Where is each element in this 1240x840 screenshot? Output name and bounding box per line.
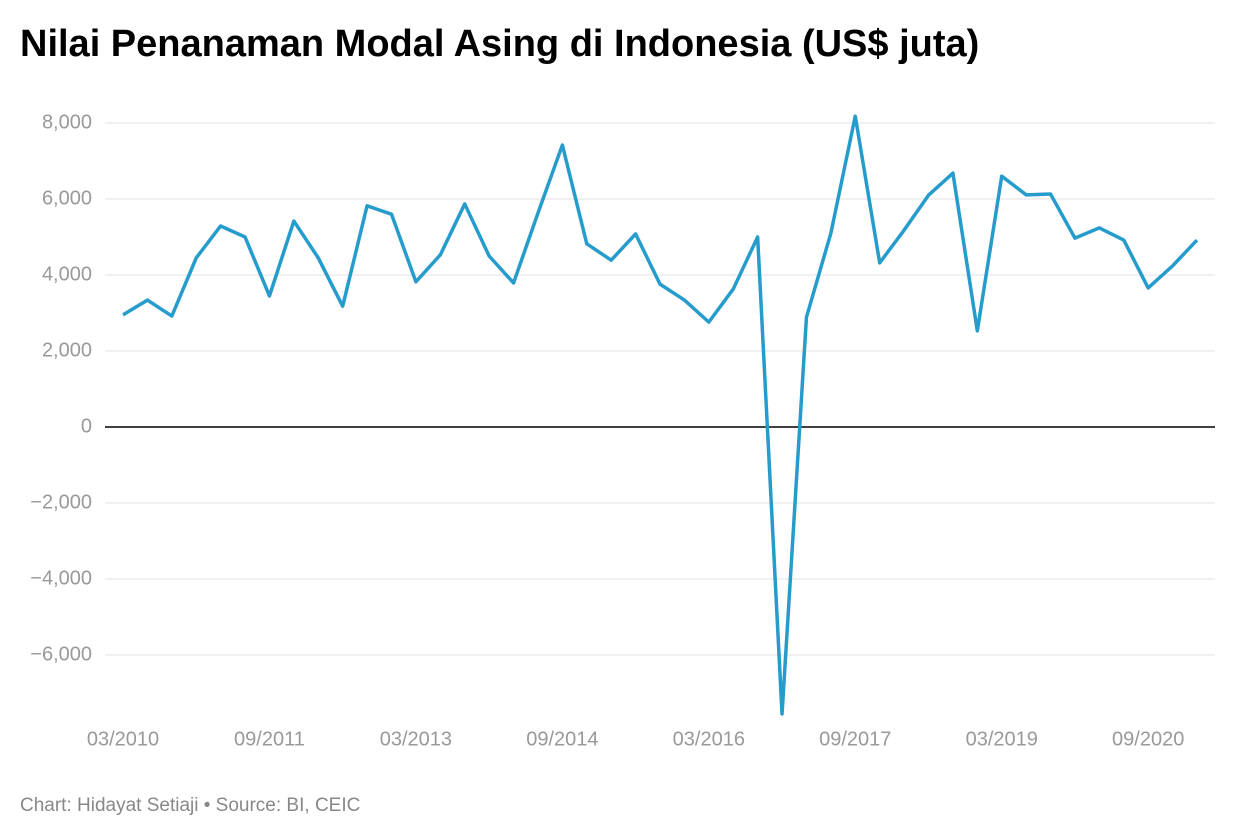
y-tick-label: 4,000 xyxy=(42,263,92,285)
source: Chart: Hidayat Setiaji • Source: BI, CEI… xyxy=(20,795,360,816)
x-tick-label: 09/2011 xyxy=(234,728,305,750)
x-tick-label: 09/2020 xyxy=(1112,728,1184,750)
x-tick-label: 09/2017 xyxy=(819,728,891,750)
x-tick-label: 03/2013 xyxy=(380,728,452,750)
chart-title: Nilai Penanaman Modal Asing di Indonesia… xyxy=(20,23,979,65)
y-tick-label: −2,000 xyxy=(30,491,92,513)
x-tick-label: 03/2019 xyxy=(966,728,1038,750)
line xyxy=(122,114,1199,716)
x-tick-label: 03/2010 xyxy=(87,728,159,750)
y-tick-label: 6,000 xyxy=(42,187,92,209)
y-tick-label: 8,000 xyxy=(42,111,92,133)
y-tick-label: 2,000 xyxy=(42,339,92,361)
x-tick-label: 03/2016 xyxy=(673,728,745,750)
x-tick-label: 09/2014 xyxy=(526,728,598,750)
y-tick-label: −4,000 xyxy=(30,567,92,589)
y-tick-label: 0 xyxy=(81,415,92,437)
y-tick-label: −6,000 xyxy=(30,643,92,665)
